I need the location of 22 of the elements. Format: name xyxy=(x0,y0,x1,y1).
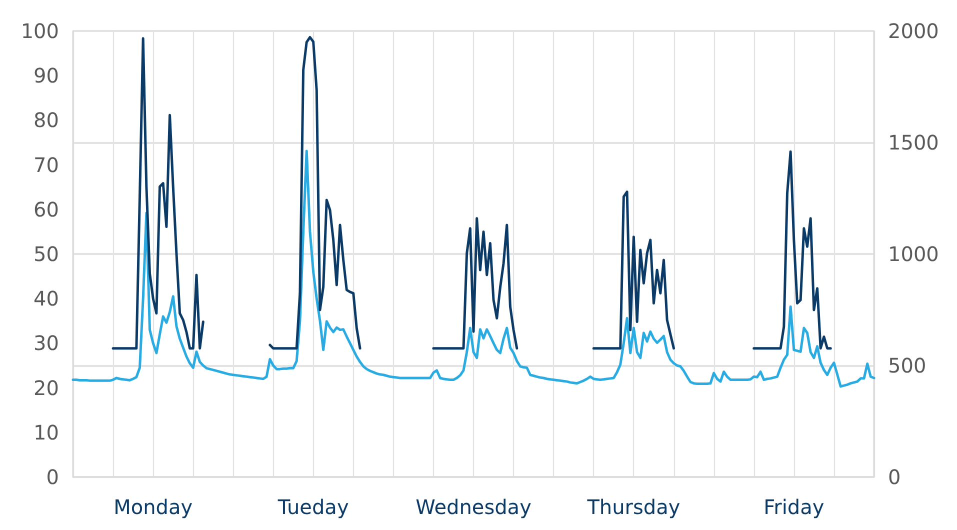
y-tick-label: 80 xyxy=(34,108,59,132)
x-tick-label: Wednesday xyxy=(416,495,532,519)
y-tick-label: 20 xyxy=(34,376,59,400)
y-tick-label: 0 xyxy=(46,465,59,489)
y-tick-label: 90 xyxy=(34,64,59,88)
y-tick-label: 70 xyxy=(34,152,59,177)
y2-tick-label: 2000 xyxy=(888,19,939,43)
x-tick-label: Monday xyxy=(114,495,193,519)
line-series xyxy=(72,150,876,388)
x-tick-label: Thursday xyxy=(586,495,680,519)
x-tick-label: Tueday xyxy=(276,495,349,519)
y-tick-label: 50 xyxy=(34,242,59,266)
x-tick-label: Friday xyxy=(764,495,824,519)
y-tick-label: 10 xyxy=(34,420,59,444)
y2-tick-label: 0 xyxy=(888,465,901,489)
y-tick-label: 40 xyxy=(34,286,59,311)
y-tick-label: 100 xyxy=(20,19,59,43)
y2-tick-label: 1500 xyxy=(888,130,939,154)
y2-tick-label: 500 xyxy=(888,354,926,378)
y-tick-label: 60 xyxy=(34,197,59,222)
y-tick-label: 30 xyxy=(34,331,59,356)
y2-tick-label: 1000 xyxy=(888,242,939,266)
